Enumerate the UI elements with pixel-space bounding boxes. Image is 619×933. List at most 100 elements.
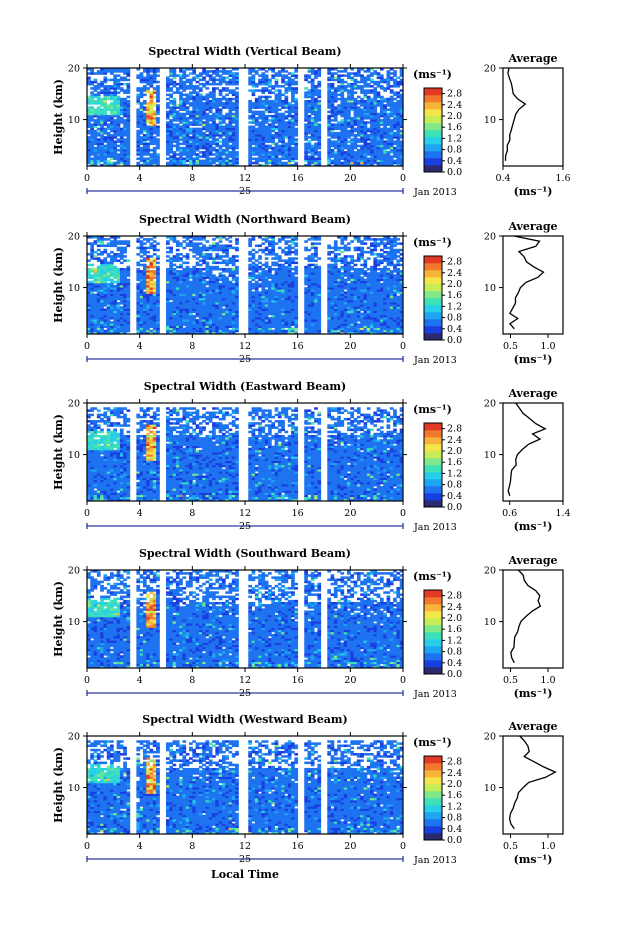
- heatmap-cell: [258, 291, 262, 294]
- heatmap-cell: [331, 83, 335, 86]
- heatmap-cell: [357, 138, 361, 141]
- heatmap-cell: [186, 94, 190, 97]
- heatmap-cell: [252, 249, 256, 252]
- heatmap-cell: [90, 157, 94, 160]
- heatmap-cell: [229, 145, 233, 148]
- heatmap-cell: [393, 98, 397, 101]
- heatmap-cell: [90, 242, 94, 245]
- heatmap-cell: [94, 94, 98, 97]
- heatmap-cell: [229, 281, 233, 284]
- heatmap-cell: [347, 72, 351, 75]
- heatmap-cell: [255, 89, 259, 92]
- heatmap-cell: [278, 89, 282, 92]
- average-x-label: 1.6: [555, 173, 570, 184]
- heatmap-cell: [285, 162, 289, 165]
- heatmap-cell: [265, 74, 269, 77]
- heatmap-cell: [136, 87, 140, 90]
- heatmap-cell: [215, 138, 219, 141]
- heatmap-cell: [311, 117, 315, 120]
- heatmap-cell: [248, 238, 252, 241]
- heatmap-cell: [232, 89, 236, 92]
- heatmap-cell: [215, 149, 219, 152]
- heatmap-cell: [209, 100, 213, 103]
- heatmap-cell: [219, 245, 223, 248]
- heatmap-cell: [225, 259, 229, 262]
- heatmap-cell: [189, 249, 193, 252]
- colorbar-tick-label: 0.0: [447, 167, 462, 178]
- heatmap-cell: [199, 155, 203, 158]
- heatmap-cell: [117, 79, 121, 82]
- heatmap-cell: [136, 162, 140, 165]
- heatmap-cell: [166, 102, 170, 105]
- heatmap-cell: [186, 117, 190, 120]
- heatmap-cell: [219, 98, 223, 101]
- heatmap-cell: [182, 98, 186, 101]
- heatmap-cell: [248, 126, 252, 129]
- heatmap-cell: [331, 119, 335, 122]
- heatmap-cell: [103, 249, 107, 252]
- heatmap-cell: [370, 79, 374, 82]
- heatmap-cell: [123, 77, 127, 80]
- heatmap-cell: [110, 102, 114, 105]
- heatmap-cell: [176, 157, 180, 160]
- heatmap-cell: [202, 83, 206, 86]
- heatmap-cell: [229, 160, 233, 163]
- heatmap-cell: [252, 111, 256, 114]
- heatmap-cell: [291, 72, 295, 75]
- heatmap-cell: [140, 255, 144, 258]
- heatmap-cell: [176, 87, 180, 90]
- heatmap-cell: [179, 242, 183, 245]
- heatmap-cell: [373, 81, 377, 84]
- heatmap-cell: [252, 283, 256, 286]
- heatmap-cell: [182, 268, 186, 271]
- heatmap-cell: [156, 117, 160, 120]
- heatmap-cell: [278, 85, 282, 88]
- heatmap-cell: [136, 130, 140, 133]
- heatmap-cell: [357, 106, 361, 109]
- heatmap-cell: [347, 145, 351, 148]
- date-label: Jan 2013: [413, 187, 457, 198]
- heatmap-cell: [337, 98, 341, 101]
- heatmap-cell: [179, 257, 183, 260]
- heatmap-cell: [113, 162, 117, 165]
- heatmap-cell: [192, 77, 196, 80]
- heatmap-cell: [110, 91, 114, 94]
- heatmap-cell: [285, 143, 289, 146]
- colorbar-swatch: [424, 109, 442, 116]
- heatmap-cell: [110, 240, 114, 243]
- heatmap-cell: [215, 242, 219, 245]
- heatmap-cell: [179, 74, 183, 77]
- heatmap-cell: [107, 79, 111, 82]
- heatmap-cell: [258, 272, 262, 275]
- heatmap-cell: [97, 83, 101, 86]
- heatmap-cell: [189, 102, 193, 105]
- heatmap-cell: [94, 108, 98, 111]
- colorbar-tick-label: 2.0: [447, 111, 462, 122]
- heatmap-cell: [103, 136, 107, 139]
- heatmap-cell: [258, 111, 262, 114]
- heatmap-cell: [143, 247, 147, 250]
- heatmap-cell: [354, 151, 358, 154]
- heatmap-cell: [380, 119, 384, 122]
- heatmap-cell: [189, 240, 193, 243]
- heatmap-cell: [156, 104, 160, 107]
- heatmap-cell: [357, 145, 361, 148]
- heatmap-cell: [166, 268, 170, 271]
- heatmap-cell: [252, 74, 256, 77]
- heatmap-cell: [344, 81, 348, 84]
- heatmap-cell: [360, 74, 364, 77]
- heatmap-cell: [143, 242, 147, 245]
- heatmap-cell: [186, 266, 190, 269]
- heatmap-cell: [212, 77, 216, 80]
- heatmap-cell: [248, 115, 252, 118]
- heatmap-cell: [222, 274, 226, 277]
- heatmap-cell: [90, 87, 94, 90]
- heatmap-cell: [304, 143, 308, 146]
- heatmap-cell: [225, 94, 229, 97]
- heatmap-cell: [90, 123, 94, 126]
- heatmap-cell: [176, 249, 180, 252]
- x-tick-label: 0: [400, 173, 406, 184]
- heatmap-cell: [166, 94, 170, 97]
- heatmap-cell: [199, 83, 203, 86]
- heatmap-cell: [103, 245, 107, 248]
